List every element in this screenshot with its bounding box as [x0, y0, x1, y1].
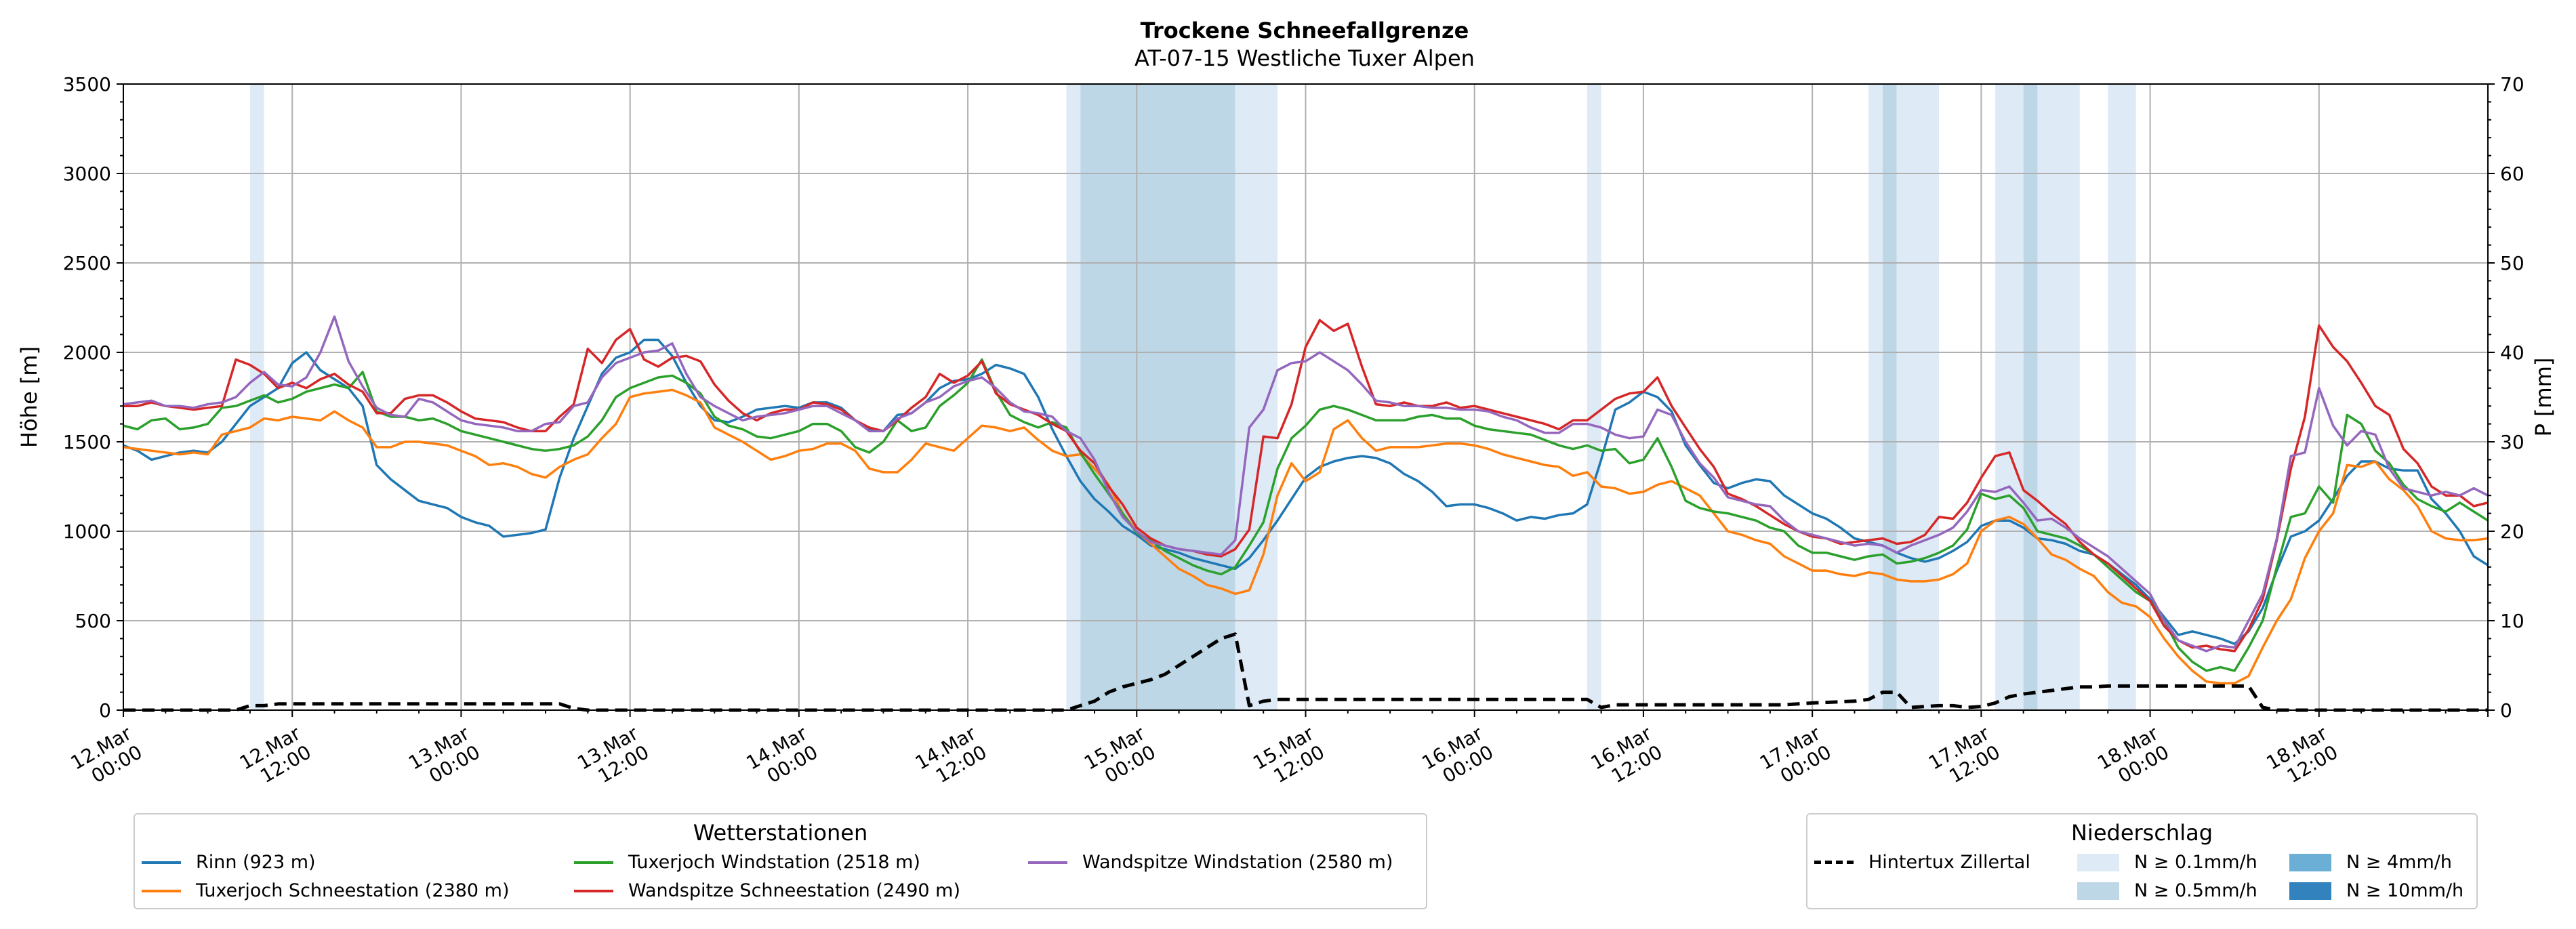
precip-band-3 [1235, 84, 1277, 710]
legend-item-n-10: N ≥ 10mm/h [2289, 880, 2463, 901]
precip-band-8 [1995, 84, 2024, 710]
y-axis-label: Höhe [m] [16, 346, 42, 448]
series-line-1 [123, 388, 2489, 685]
y-right-tick-label-6: 60 [2500, 163, 2524, 185]
legend-label: Hintertux Zillertal [1868, 852, 2030, 873]
y-right-tick-label-7: 70 [2500, 73, 2524, 96]
legend-swatch [2289, 882, 2331, 900]
y-tick-label-6: 3000 [63, 163, 111, 185]
y-axis-right: 0 10 20 30 40 50 60 70 [2488, 73, 2524, 722]
precip-band-6 [1882, 84, 1897, 710]
y-right-tick-label-3: 30 [2500, 431, 2524, 453]
y-axis-left: 0 500 1000 1500 2000 2500 3000 3500 [63, 73, 123, 722]
legend-item-n-0-5: N ≥ 0.5mm/h [2077, 880, 2257, 901]
legend-stations: Wetterstationen Rinn (923 m) Tuxerjoch S… [134, 813, 1427, 909]
series-line-4 [123, 315, 2489, 653]
legend-item-hintertux: Hintertux Zillertal [1814, 852, 2030, 873]
precip-band-11 [2108, 84, 2136, 710]
legend-swatch [2077, 882, 2119, 900]
legend-item-wandspitze-windstation: Wandspitze Windstation (2580 m) [1028, 852, 1393, 873]
legend-label: Wandspitze Windstation (2580 m) [1082, 852, 1393, 873]
legend-label: Tuxerjoch Windstation (2518 m) [628, 852, 920, 873]
y-tick-label-2: 1000 [63, 520, 111, 543]
precip-band-5 [1868, 84, 1883, 710]
legend-item-tuxerjoch-schneestation: Tuxerjoch Schneestation (2380 m) [142, 880, 510, 901]
legend-stations-title: Wetterstationen [693, 820, 868, 846]
y-right-tick-label-5: 50 [2500, 252, 2524, 274]
legend-swatch [574, 861, 613, 864]
legend-precip-title: Niederschlag [2070, 820, 2213, 846]
y-tick-label-1: 500 [75, 610, 111, 632]
legend-swatch [1814, 861, 1854, 864]
precip-band-1 [1066, 84, 1081, 710]
precip-band-7 [1896, 84, 1940, 710]
precip-band-2 [1080, 84, 1235, 710]
legend-item-wandspitze-schneestation: Wandspitze Schneestation (2490 m) [574, 880, 960, 901]
series-lines [123, 315, 2489, 712]
legend-swatch [1028, 861, 1067, 864]
y-right-tick-label-2: 20 [2500, 520, 2524, 543]
legend-item-n-0-1: N ≥ 0.1mm/h [2077, 852, 2257, 873]
legend-label: N ≥ 0.1mm/h [2134, 852, 2257, 873]
chart-title: Trockene Schneefallgrenze [1141, 18, 1469, 43]
y-right-tick-label-1: 10 [2500, 610, 2524, 632]
y-right-tick-label-0: 0 [2500, 699, 2512, 722]
legend-label: N ≥ 4mm/h [2346, 852, 2452, 873]
y-right-tick-label-4: 40 [2500, 342, 2524, 364]
legend-item-n-4: N ≥ 4mm/h [2289, 852, 2452, 873]
legend-item-tuxerjoch-windstation: Tuxerjoch Windstation (2518 m) [574, 852, 920, 873]
chart-subtitle: AT-07-15 Westliche Tuxer Alpen [1134, 45, 1475, 71]
legend-label: Rinn (923 m) [196, 852, 316, 873]
y-tick-label-5: 2500 [63, 252, 111, 274]
legend-label: Tuxerjoch Schneestation (2380 m) [196, 880, 510, 901]
legend-swatch [142, 889, 181, 892]
legend-label: Wandspitze Schneestation (2490 m) [628, 880, 961, 901]
y-tick-label-4: 2000 [63, 342, 111, 364]
legend-swatch [2077, 853, 2119, 871]
y-tick-label-7: 3500 [63, 73, 111, 96]
legend-swatch [142, 861, 181, 864]
legend-label: N ≥ 0.5mm/h [2134, 880, 2257, 901]
precip-band-9 [2023, 84, 2038, 710]
legend-swatch [2289, 853, 2331, 871]
legend-label: N ≥ 10mm/h [2346, 880, 2464, 901]
series-line-3 [123, 318, 2489, 653]
legend-precip: Niederschlag Hintertux Zillertal N ≥ 0.1… [1806, 813, 2478, 909]
y-tick-label-3: 1500 [63, 431, 111, 453]
legend-item-rinn: Rinn (923 m) [142, 852, 316, 873]
legend-swatch [574, 889, 613, 892]
precip-bands [249, 84, 2136, 710]
y-axis-label-right: P [mm] [2531, 358, 2556, 437]
y-tick-label-0: 0 [99, 699, 111, 722]
precip-band-4 [1587, 84, 1601, 710]
precip-band-10 [2037, 84, 2080, 710]
